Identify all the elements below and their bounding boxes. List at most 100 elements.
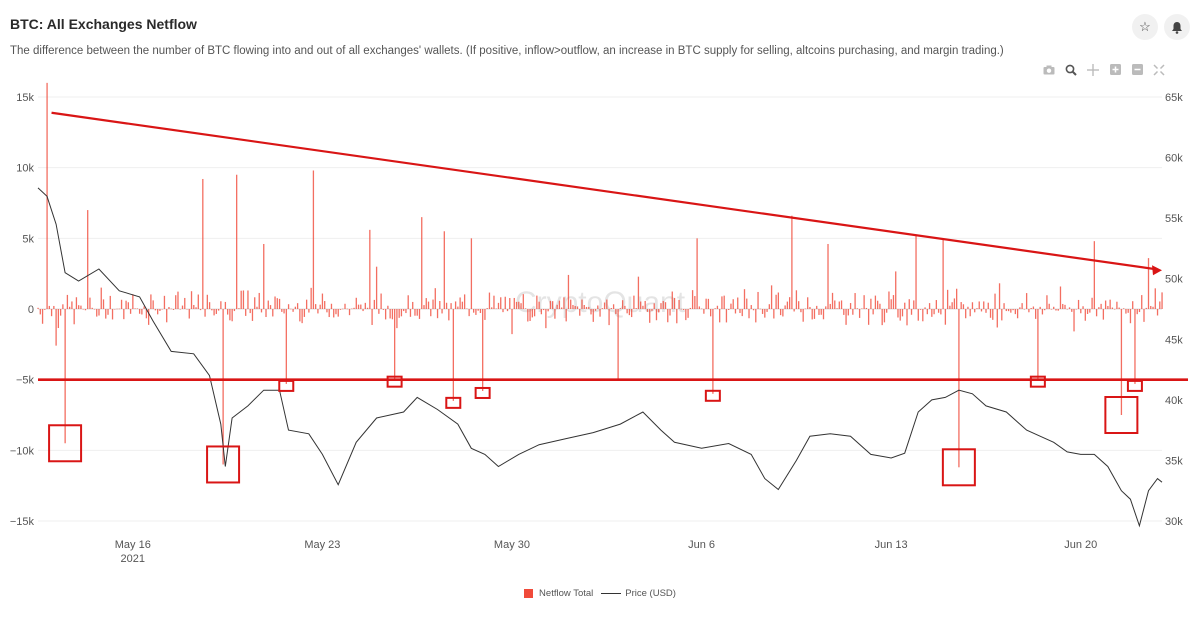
legend-price[interactable]: Price (USD)	[601, 588, 676, 599]
netflow-bar	[759, 308, 761, 310]
netflow-bar	[619, 308, 622, 309]
netflow-bar	[427, 301, 430, 309]
netflow-bar	[441, 309, 443, 314]
netflow-bar	[606, 299, 608, 309]
reset-axes-icon[interactable]	[1152, 64, 1166, 79]
netflow-bar	[308, 309, 310, 313]
netflow-bar	[716, 305, 719, 309]
netflow-bar	[822, 309, 825, 320]
netflow-bar	[384, 309, 387, 320]
y-left-tick-label: −10k	[10, 445, 35, 457]
netflow-bar	[764, 309, 766, 318]
netflow-bar	[215, 309, 218, 314]
y-left-tick-label: −5k	[16, 375, 35, 387]
zoom-icon[interactable]	[1064, 64, 1078, 79]
netflow-bar	[267, 300, 269, 309]
bell-icon[interactable]	[1164, 14, 1190, 40]
netflow-bar	[439, 301, 441, 309]
netflow-bar	[755, 309, 757, 323]
netflow-bar	[445, 302, 448, 309]
zoom-out-icon[interactable]	[1130, 64, 1144, 79]
netflow-bar	[348, 309, 351, 316]
netflow-bar	[644, 300, 646, 309]
netflow-bar	[1071, 309, 1073, 312]
netflow-bar	[197, 294, 199, 309]
legend-price-label: Price (USD)	[625, 588, 676, 599]
netflow-bar	[292, 309, 294, 312]
netflow-bar	[391, 309, 394, 320]
netflow-bar	[1123, 308, 1125, 309]
netflow-bar	[946, 289, 949, 309]
netflow-bar	[134, 308, 136, 309]
netflow-bar	[154, 309, 157, 311]
netflow-bar	[39, 309, 41, 315]
netflow-bar	[574, 306, 576, 309]
netflow-bar	[998, 283, 1001, 309]
netflow-bar	[256, 306, 258, 309]
netflow-bar	[497, 302, 500, 309]
netflow-bar	[344, 303, 346, 309]
annotation-box	[386, 375, 403, 388]
netflow-bar	[486, 308, 488, 309]
netflow-bar	[1016, 309, 1019, 319]
netflow-bar	[983, 301, 985, 309]
netflow-bar	[1064, 304, 1066, 309]
netflow-bar	[1145, 307, 1147, 309]
y-left-tick-label: 0	[28, 304, 34, 316]
camera-icon[interactable]	[1042, 64, 1056, 79]
netflow-bar	[721, 296, 723, 309]
star-icon[interactable]: ☆	[1132, 14, 1158, 40]
netflow-bar	[211, 309, 213, 311]
netflow-bar	[904, 302, 906, 309]
zoom-in-icon[interactable]	[1108, 64, 1122, 79]
netflow-bar	[258, 292, 260, 309]
netflow-bar	[563, 297, 565, 309]
netflow-bar	[276, 298, 278, 309]
netflow-bar	[628, 309, 631, 316]
netflow-bar	[364, 302, 366, 309]
netflow-bar	[452, 309, 454, 401]
netflow-bar	[545, 309, 547, 329]
netflow-bar	[1147, 258, 1150, 309]
annotation-box	[1104, 396, 1139, 434]
netflow-bar	[698, 306, 701, 309]
netflow-bar	[1104, 300, 1107, 309]
legend-netflow-label: Netflow Total	[539, 588, 594, 599]
netflow-bar	[883, 309, 886, 323]
netflow-bar	[55, 309, 57, 346]
netflow-bar	[324, 301, 326, 309]
netflow-bar	[186, 309, 188, 310]
netflow-bar	[78, 305, 80, 309]
netflow-bar	[1134, 309, 1136, 384]
x-tick-label: Jun 13	[875, 539, 908, 551]
netflow-bar	[933, 309, 935, 315]
netflow-bar	[849, 303, 852, 309]
netflow-bar	[576, 306, 579, 309]
netflow-bar	[285, 309, 287, 384]
netflow-bar	[177, 291, 179, 309]
netflow-bar	[1066, 309, 1068, 310]
netflow-bar	[213, 309, 215, 316]
netflow-bar	[114, 309, 116, 310]
netflow-bar	[978, 301, 980, 309]
netflow-bar	[658, 309, 660, 313]
netflow-bar	[132, 294, 134, 309]
netflow-bar	[448, 309, 450, 321]
netflow-bar	[942, 238, 944, 309]
netflow-bar	[41, 309, 44, 324]
netflow-bar	[1129, 309, 1132, 324]
y-right-tick-label: 60k	[1165, 153, 1183, 165]
legend-netflow[interactable]: Netflow Total	[524, 588, 593, 599]
netflow-bar	[798, 301, 800, 309]
netflow-bar	[222, 309, 224, 465]
netflow-bar	[585, 306, 588, 309]
netflow-bar	[874, 295, 877, 309]
annotation-box	[278, 379, 295, 392]
netflow-bar	[680, 308, 682, 310]
netflow-bar	[82, 308, 84, 310]
netflow-bar	[739, 309, 741, 313]
pan-icon[interactable]	[1086, 64, 1100, 79]
netflow-bar	[403, 309, 405, 312]
netflow-bar	[1080, 309, 1082, 314]
netflow-bar	[166, 309, 168, 323]
